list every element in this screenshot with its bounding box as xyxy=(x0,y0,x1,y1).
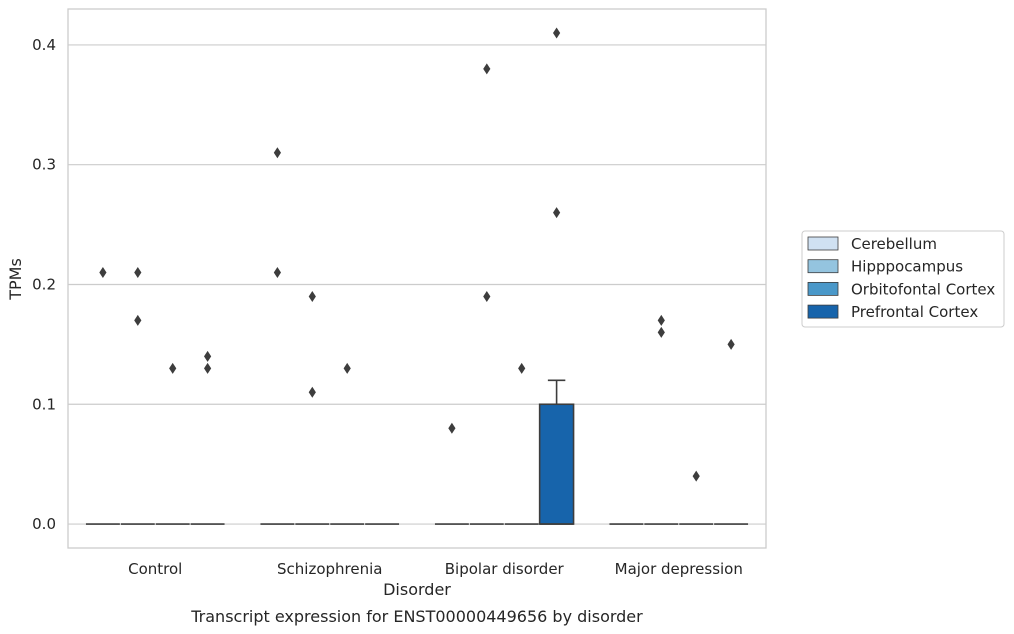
boxes xyxy=(85,379,749,525)
outlier-point xyxy=(343,362,351,374)
outlier-point xyxy=(134,267,142,279)
outlier-point xyxy=(99,267,107,279)
legend-label: Cerebellum xyxy=(851,235,937,253)
x-tick-label: Major depression xyxy=(615,560,743,578)
legend-swatch xyxy=(807,304,839,319)
outlier-point xyxy=(273,147,281,159)
outlier-point xyxy=(483,290,491,302)
legend-frame xyxy=(801,230,1005,328)
box-body xyxy=(538,403,575,525)
box-prefrontal-cortex xyxy=(538,379,575,525)
y-tick-label: 0.4 xyxy=(32,36,56,54)
x-tick-label: Schizophrenia xyxy=(277,560,382,578)
outlier-point xyxy=(134,314,142,326)
outlier-point xyxy=(553,207,561,219)
outlier-point xyxy=(657,314,665,326)
outlier-point xyxy=(308,290,316,302)
y-tick-label: 0.1 xyxy=(32,395,56,413)
outliers xyxy=(99,27,735,482)
chart-caption: Transcript expression for ENST0000044965… xyxy=(190,607,643,626)
y-tick-label: 0.2 xyxy=(32,275,56,293)
outlier-point xyxy=(657,326,665,338)
outlier-point xyxy=(308,386,316,398)
outlier-point xyxy=(204,362,212,374)
legend: Cerebellum Hipppocampus Orbitofontal Corte… xyxy=(801,230,1005,328)
y-tick-label: 0.0 xyxy=(32,515,56,533)
y-tick-labels: 0.0 0.1 0.2 0.3 0.4 xyxy=(32,36,56,533)
legend-label: Prefrontal Cortex xyxy=(851,303,978,321)
legend-swatch xyxy=(807,236,839,251)
outlier-point xyxy=(448,422,456,434)
outlier-point xyxy=(483,63,491,75)
y-tick-label: 0.3 xyxy=(32,156,56,174)
legend-label: Orbitofontal Cortex xyxy=(851,280,995,298)
outlier-point xyxy=(553,27,561,39)
legend-swatch xyxy=(807,259,839,274)
outlier-point xyxy=(204,350,212,362)
x-tick-label: Control xyxy=(128,560,182,578)
y-axis-title: TPMs xyxy=(6,258,25,301)
outlier-point xyxy=(727,338,735,350)
x-tick-labels: Control Schizophrenia Bipolar disorder Majo… xyxy=(128,560,743,578)
outlier-point xyxy=(692,470,700,482)
plot-frame xyxy=(67,8,767,549)
outlier-point xyxy=(169,362,177,374)
grid-lines xyxy=(68,44,766,525)
outlier-point xyxy=(273,267,281,279)
legend-swatch xyxy=(807,281,839,296)
legend-label: Hipppocampus xyxy=(851,258,963,276)
x-axis-title: Disorder xyxy=(383,580,451,599)
x-tick-label: Bipolar disorder xyxy=(445,560,565,578)
outlier-point xyxy=(518,362,526,374)
